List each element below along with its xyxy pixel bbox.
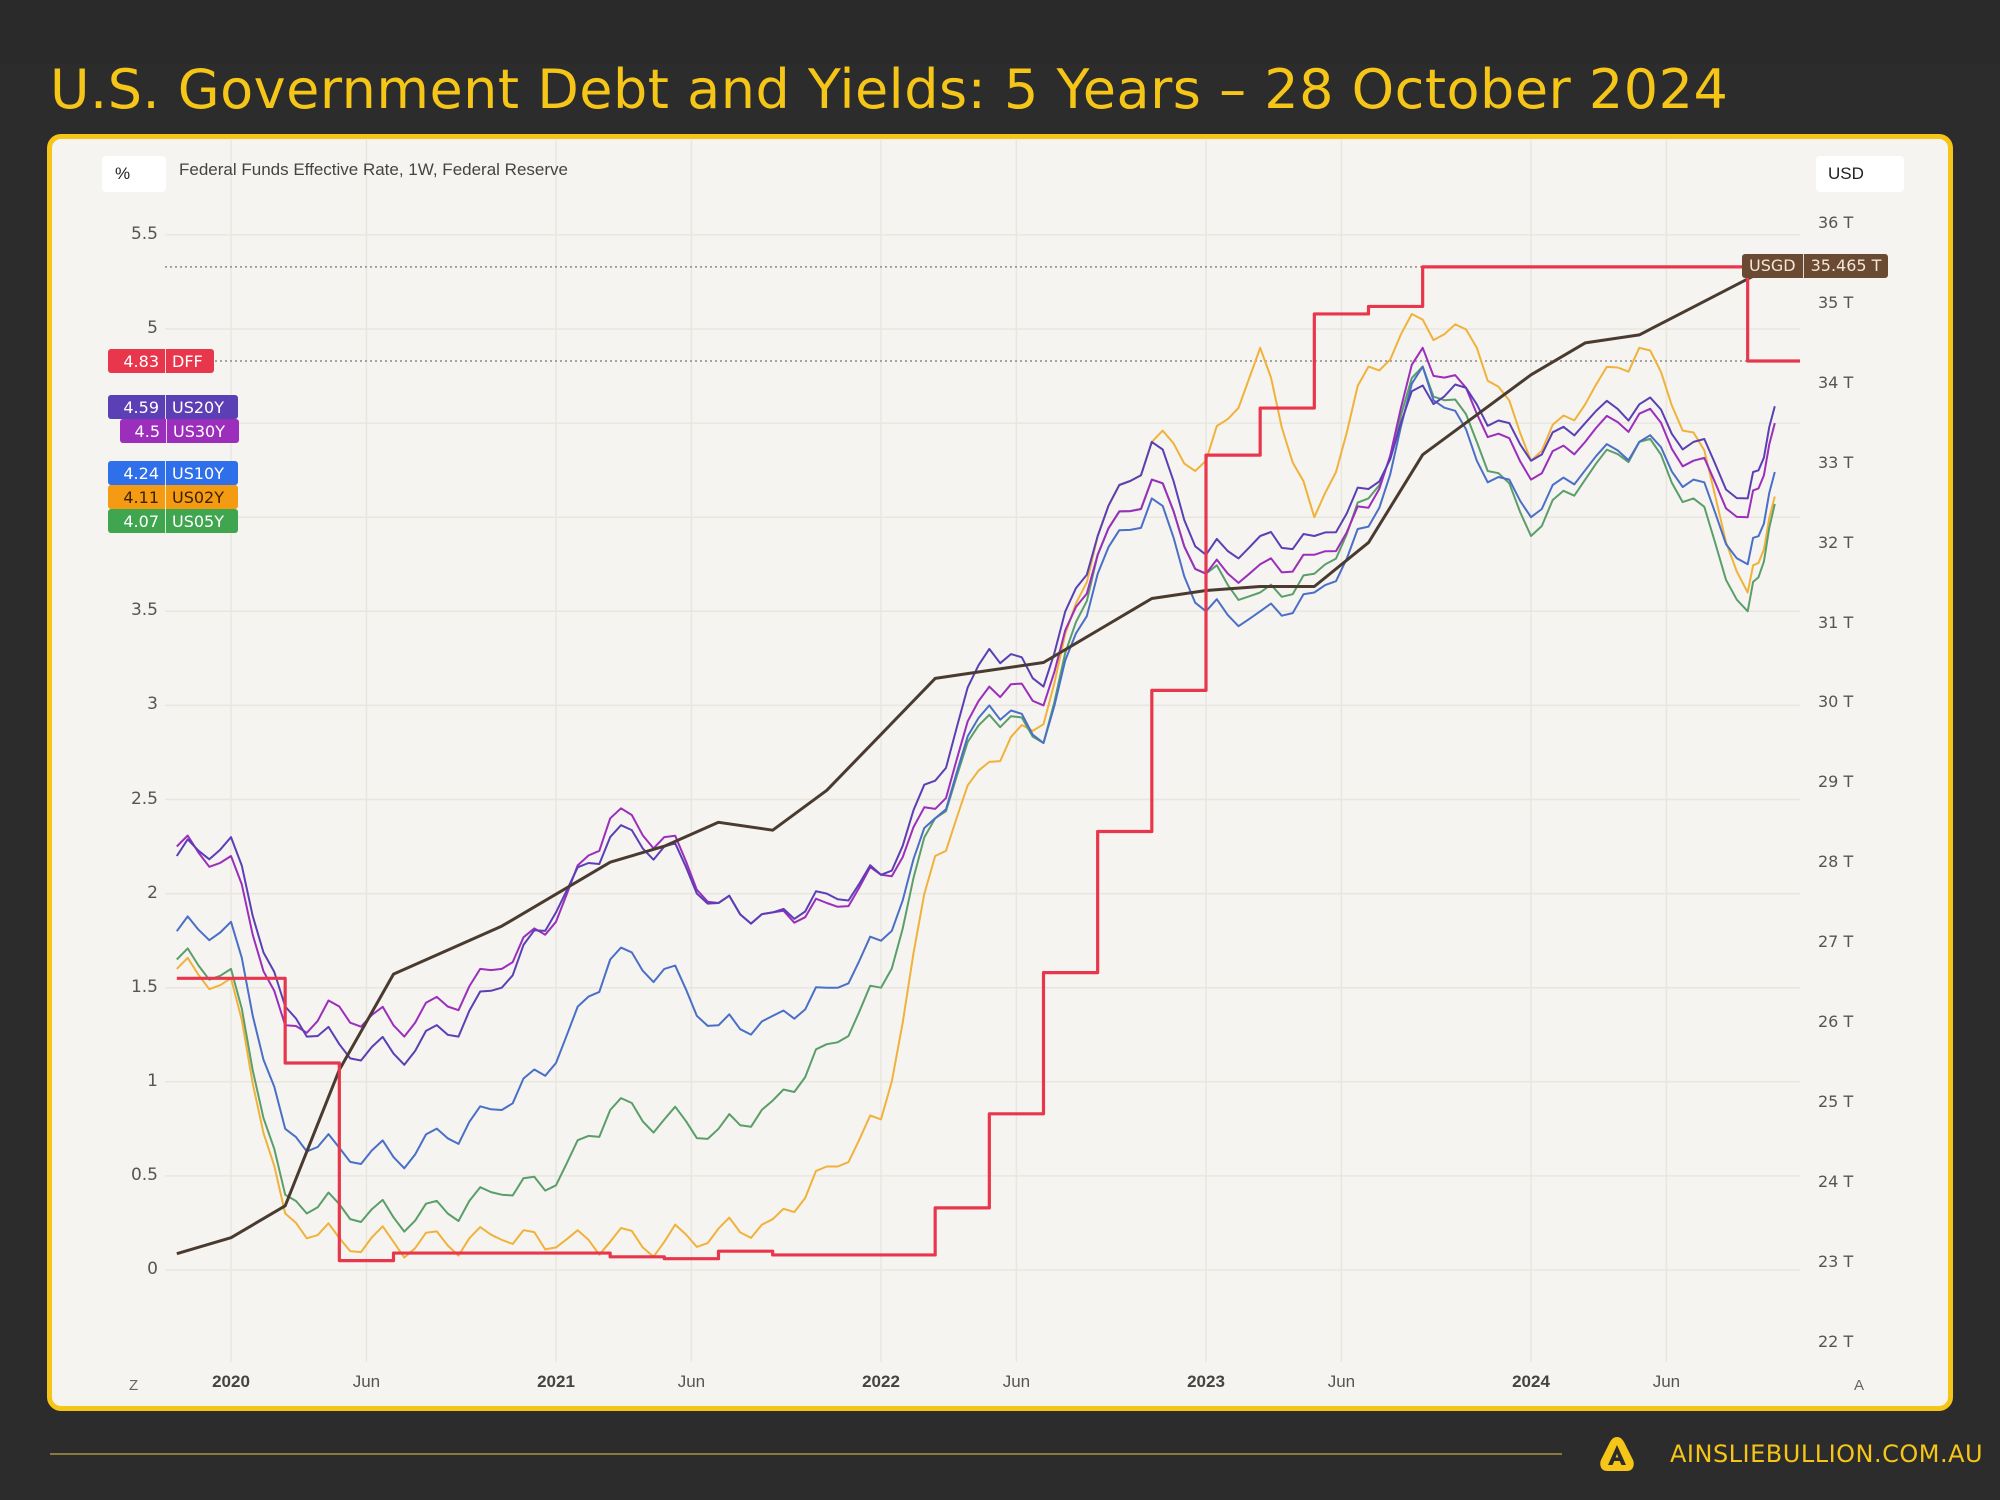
legend-badge-us05y: 4.07 US05Y	[108, 509, 238, 533]
x-axis-tick: Jun	[677, 1372, 706, 1391]
right-axis-tick: 32 T	[1818, 532, 1854, 552]
series-line-usgd[interactable]	[176, 264, 1776, 1256]
legend-badge-name: US30Y	[173, 421, 225, 441]
left-axis-tick: 1.5	[130, 976, 158, 997]
left-axis-tick: 2	[147, 882, 158, 903]
x-axis-tick: Jun	[1652, 1372, 1681, 1391]
x-axis-tick: Jun	[352, 1372, 381, 1391]
usgd-value-badge: USGD 35.465 T	[1742, 253, 1889, 278]
legend-badge-name: US05Y	[172, 511, 224, 531]
x-axis-tick: 2024	[1512, 1372, 1550, 1391]
footer-url[interactable]: AINSLIEBULLION.COM.AU	[1670, 1440, 1984, 1468]
left-axis-tick: 0.5	[130, 1164, 158, 1185]
legend-badge-name: US02Y	[172, 487, 224, 507]
left-unit-label[interactable]: %	[102, 156, 166, 192]
legend-badge-value: 4.5	[120, 419, 167, 443]
right-axis-tick: 34 T	[1818, 372, 1854, 392]
legend-badge-us10y: 4.24 US10Y	[108, 461, 238, 485]
right-axis-tick: 26 T	[1818, 1012, 1854, 1031]
right-axis-tick: 27 T	[1818, 932, 1854, 952]
left-unit-text: %	[115, 164, 131, 183]
series-line-us10y[interactable]	[175, 365, 1776, 1170]
series-line-dff[interactable]	[176, 265, 1800, 1263]
legend-badge-us30y: 4.5 US30Y	[120, 419, 239, 443]
legend-badge-value: 4.11	[108, 485, 166, 509]
right-axis-tick: 31 T	[1818, 612, 1854, 632]
usgd-badge-value: 35.465 T	[1810, 256, 1882, 276]
series-line-us02y[interactable]	[176, 313, 1776, 1259]
x-axis-tick: 2023	[1187, 1372, 1225, 1391]
legend-badge-us20y: 4.59 US20Y	[108, 395, 238, 419]
series-title: Federal Funds Effective Rate, 1W, Federa…	[179, 160, 568, 179]
legend-badge-name: DFF	[172, 351, 203, 371]
legend-badge-name: US20Y	[172, 397, 224, 417]
x-axis-tick: Jun	[1327, 1372, 1356, 1391]
legend-badge-dff: 4.83 DFF	[108, 349, 214, 373]
left-axis-tick: 2.5	[130, 788, 158, 809]
legend-badge-value: 4.24	[108, 461, 166, 485]
left-axis-tick: 1	[147, 1070, 158, 1091]
left-axis-tick: 0	[147, 1259, 158, 1279]
right-axis-tick: 29 T	[1818, 772, 1854, 792]
left-axis-tick: 3.5	[130, 600, 158, 621]
legend-badge-name: US10Y	[172, 463, 224, 483]
usgd-badge-name: USGD	[1742, 253, 1804, 278]
page-title: U.S. Government Debt and Yields: 5 Years…	[50, 58, 1729, 121]
x-axis-tick: Jun	[1002, 1372, 1031, 1391]
right-axis-tick: 30 T	[1818, 692, 1854, 712]
right-axis-tick: 33 T	[1818, 452, 1854, 472]
right-axis-tick: 35 T	[1818, 292, 1854, 312]
right-axis-tick: 22 T	[1818, 1331, 1854, 1351]
footer-divider	[50, 1453, 1562, 1455]
top-band	[0, 0, 2000, 64]
legend-badge-value: 4.59	[108, 395, 166, 419]
left-axis-tick: 5	[147, 318, 158, 338]
legend-badge-us02y: 4.11 US02Y	[108, 485, 238, 509]
chart-plot[interactable]	[52, 139, 1953, 1411]
right-corner-label[interactable]: A	[1854, 1377, 1865, 1394]
legend-badge-value: 4.83	[108, 349, 166, 373]
x-axis-tick: 2022	[862, 1372, 900, 1391]
x-axis-tick: 2021	[537, 1372, 575, 1391]
right-axis-tick: 23 T	[1818, 1251, 1854, 1271]
legend-badge-value: 4.07	[108, 509, 166, 533]
right-axis-tick: 24 T	[1818, 1171, 1854, 1191]
right-axis-tick: 28 T	[1818, 852, 1854, 872]
x-axis-tick: 2020	[212, 1372, 250, 1391]
left-axis-tick: 5.5	[130, 223, 158, 244]
right-axis-tick: 36 T	[1818, 213, 1854, 232]
right-axis-tick: 25 T	[1818, 1091, 1854, 1111]
left-corner-label[interactable]: Z	[129, 1377, 139, 1394]
left-axis-tick: 3	[147, 694, 158, 715]
chart-panel: % Federal Funds Effective Rate, 1W, Fede…	[47, 134, 1953, 1411]
right-unit-text: USD	[1828, 164, 1864, 183]
right-unit-label[interactable]: USD	[1816, 156, 1904, 192]
series-line-us05y[interactable]	[176, 365, 1776, 1233]
series-line-us20y[interactable]	[175, 383, 1776, 1066]
series-line-us30y[interactable]	[176, 346, 1776, 1038]
ainslie-logo-icon	[1600, 1437, 1634, 1471]
